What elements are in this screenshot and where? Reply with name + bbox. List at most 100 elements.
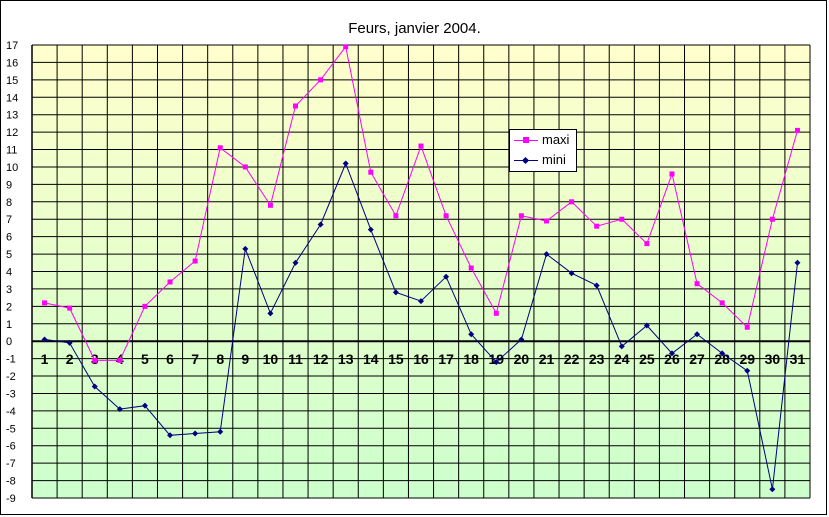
data-point-mini <box>468 331 475 338</box>
y-tick-label: 10 <box>6 162 18 174</box>
data-point-mini <box>643 322 650 329</box>
x-tick-label: 11 <box>288 351 303 367</box>
x-tick-label: 27 <box>689 351 705 367</box>
data-point-maxi <box>192 258 198 264</box>
x-tick-label: 10 <box>263 351 279 367</box>
data-point-maxi <box>267 202 273 208</box>
data-point-mini <box>141 402 148 409</box>
data-point-maxi <box>142 303 148 309</box>
y-axis: 17161514131211109876543210-1-2-3-4-5-6-7… <box>6 40 18 505</box>
data-point-mini <box>167 432 174 439</box>
data-point-maxi <box>669 171 675 177</box>
data-point-mini <box>267 310 274 317</box>
data-point-maxi <box>518 213 524 219</box>
data-point-mini <box>292 259 299 266</box>
data-point-maxi <box>368 169 374 175</box>
y-tick-label: 9 <box>6 179 12 191</box>
y-tick-label: 8 <box>6 197 12 209</box>
data-point-mini <box>392 289 399 296</box>
x-tick-label: 18 <box>463 351 479 367</box>
x-tick-label: 17 <box>438 351 454 367</box>
chart-title: Feurs, janvier 2004. <box>348 20 481 37</box>
data-point-mini <box>593 282 600 289</box>
y-tick-label: 3 <box>6 284 12 296</box>
data-point-maxi <box>769 216 775 222</box>
data-point-mini <box>66 339 73 346</box>
data-point-maxi <box>443 213 449 219</box>
x-tick-label: 26 <box>664 351 680 367</box>
y-tick-label: 7 <box>6 214 12 226</box>
y-tick-label: 13 <box>6 110 18 122</box>
data-point-mini <box>694 331 701 338</box>
y-tick-label: 6 <box>6 232 12 244</box>
data-point-maxi <box>794 127 800 133</box>
x-tick-label: 31 <box>790 351 806 367</box>
data-point-maxi <box>92 357 98 363</box>
data-point-mini <box>116 406 123 413</box>
x-tick-label: 6 <box>166 351 174 367</box>
data-point-maxi <box>343 44 349 50</box>
gridlines <box>31 44 811 499</box>
data-point-mini <box>518 336 525 343</box>
y-tick-label: 15 <box>6 75 18 87</box>
y-tick-label: 16 <box>6 57 18 69</box>
data-point-maxi <box>569 199 575 205</box>
x-tick-label: 20 <box>514 351 530 367</box>
y-tick-label: 14 <box>6 92 18 104</box>
x-tick-label: 30 <box>765 351 781 367</box>
y-tick-label: 12 <box>6 127 18 139</box>
y-tick-label: -2 <box>6 371 16 383</box>
data-point-mini <box>493 359 500 366</box>
data-point-maxi <box>167 279 173 285</box>
y-tick-label: 1 <box>6 319 12 331</box>
data-point-mini <box>418 298 424 305</box>
y-tick-label: -6 <box>6 441 16 453</box>
data-point-maxi <box>619 216 625 222</box>
x-tick-label: 12 <box>313 351 329 367</box>
y-tick-label: -9 <box>6 493 16 505</box>
y-tick-label: -1 <box>6 354 16 366</box>
x-tick-label: 24 <box>614 351 630 367</box>
x-tick-label: 5 <box>141 351 149 367</box>
y-tick-label: -5 <box>6 423 16 435</box>
data-point-mini <box>242 245 249 252</box>
data-point-mini <box>719 350 726 357</box>
data-point-mini <box>91 383 98 390</box>
x-tick-label: 25 <box>639 351 655 367</box>
data-point-maxi <box>418 143 424 149</box>
y-tick-label: 0 <box>6 336 12 348</box>
x-tick-label: 1 <box>41 351 49 367</box>
data-point-mini <box>342 160 349 167</box>
data-point-mini <box>217 428 224 435</box>
data-point-mini <box>543 251 550 258</box>
data-point-mini <box>568 270 575 277</box>
data-point-mini <box>744 367 751 374</box>
y-tick-label: 17 <box>6 40 18 52</box>
data-point-maxi <box>117 357 123 363</box>
x-tick-label: 9 <box>241 351 249 367</box>
data-point-maxi <box>543 218 549 224</box>
x-tick-label: 22 <box>564 351 580 367</box>
data-point-mini <box>794 259 801 266</box>
data-point-maxi <box>293 103 299 109</box>
data-point-maxi <box>719 300 725 306</box>
legend-item-maxi: maxi <box>510 131 576 151</box>
x-tick-label: 23 <box>589 351 605 367</box>
data-point-maxi <box>242 164 248 170</box>
data-point-maxi <box>42 300 48 306</box>
y-tick-label: 5 <box>6 249 12 261</box>
data-point-maxi <box>393 213 399 219</box>
legend-label-mini: mini <box>542 152 566 167</box>
data-point-maxi <box>318 77 324 83</box>
x-tick-label: 2 <box>66 351 74 367</box>
legend-label-maxi: maxi <box>542 132 570 147</box>
y-tick-label: 11 <box>6 145 17 157</box>
data-point-mini <box>618 343 625 350</box>
y-tick-label: 4 <box>6 267 12 279</box>
data-point-mini <box>41 336 48 343</box>
x-tick-label: 7 <box>191 351 199 367</box>
legend-item-mini: mini <box>510 151 576 171</box>
data-point-maxi <box>67 305 73 311</box>
series-layer <box>41 44 801 493</box>
